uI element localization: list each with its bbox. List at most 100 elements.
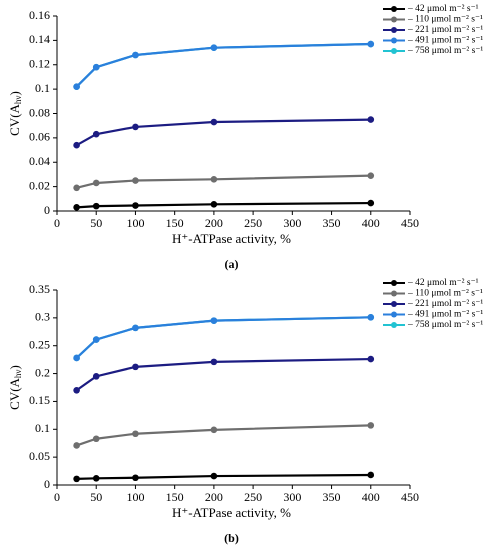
x-tick-label: 400 — [362, 490, 380, 504]
x-tick-label: 100 — [126, 490, 144, 504]
y-tick-label: 0.05 — [29, 449, 50, 463]
y-tick-label: 0.15 — [29, 393, 50, 407]
data-point — [73, 386, 80, 394]
series-line — [75, 357, 371, 392]
y-tick-label: 0.25 — [29, 337, 50, 351]
x-tick-label: 100 — [126, 216, 144, 230]
data-point — [73, 83, 80, 90]
data-point — [210, 426, 218, 434]
data-point — [73, 354, 80, 362]
y-tick-label: 0.12 — [29, 57, 50, 71]
x-tick-label: 50 — [90, 490, 102, 504]
data-point — [367, 172, 375, 179]
data-point — [132, 430, 139, 438]
y-tick-label: 0 — [44, 477, 50, 491]
panel-label: (b) — [224, 531, 239, 545]
series-line — [75, 42, 371, 88]
series-line — [75, 316, 371, 359]
x-axis-label: H⁺-ATPase activity, % — [172, 505, 291, 520]
data-point — [210, 118, 218, 126]
legend-label: – 491 μmol m⁻² s⁻¹ — [407, 310, 483, 320]
series-line — [76, 424, 371, 447]
y-tick-label: 0.1 — [35, 81, 50, 95]
legend-label: – 42 μmol m⁻² s⁻¹ — [407, 278, 479, 288]
data-point — [132, 123, 139, 131]
legend-label: – 221 μmol m⁻² s⁻¹ — [407, 299, 483, 309]
legend-label: – 758 μmol m⁻² s⁻¹ — [407, 46, 483, 56]
legend-marker — [391, 311, 397, 318]
data-point — [210, 200, 218, 208]
legend-label: – 110 μmol m⁻² s⁻¹ — [407, 289, 483, 299]
data-point — [210, 472, 218, 480]
data-point — [92, 475, 100, 482]
y-tick-label: 0.2 — [35, 365, 50, 379]
legend-marker — [391, 6, 397, 12]
series-line — [76, 473, 371, 480]
x-tick-label: 300 — [283, 216, 301, 230]
y-label-sub: hν — [13, 95, 23, 104]
data-point — [367, 314, 375, 321]
legend-marker — [391, 280, 397, 286]
y-tick-label: 0 — [44, 203, 50, 217]
data-point — [367, 471, 375, 479]
series-line — [76, 201, 371, 209]
data-point — [367, 355, 375, 363]
y-tick-label: 0.04 — [29, 154, 50, 168]
x-tick-label: 300 — [283, 490, 301, 504]
x-tick-label: 450 — [401, 216, 419, 230]
x-tick-label: 0 — [54, 216, 60, 230]
data-point — [367, 40, 375, 48]
data-point — [92, 373, 100, 380]
legend-marker — [391, 16, 397, 23]
y-tick-label: 0.06 — [29, 130, 50, 144]
legend-marker — [391, 27, 397, 33]
x-tick-label: 200 — [205, 490, 223, 504]
legend-marker — [391, 48, 397, 54]
data-point — [210, 44, 218, 51]
legend-label: – 221 μmol m⁻² s⁻¹ — [407, 25, 483, 35]
x-tick-label: 50 — [90, 216, 102, 230]
data-point — [132, 363, 139, 371]
x-axis-label: H⁺-ATPase activity, % — [172, 231, 291, 246]
data-point — [92, 179, 100, 187]
data-point — [92, 130, 100, 138]
data-point — [73, 475, 80, 483]
legend-label: – 42 μmol m⁻² s⁻¹ — [407, 4, 479, 14]
x-tick-label: 400 — [362, 216, 380, 230]
legend-label: – 758 μmol m⁻² s⁻¹ — [407, 320, 483, 330]
data-point — [210, 358, 218, 366]
x-tick-label: 150 — [166, 216, 184, 230]
y-tick-label: 0.3 — [35, 310, 50, 324]
legend-marker — [391, 322, 397, 328]
y-tick-label: 0.02 — [29, 178, 50, 192]
data-point — [132, 324, 139, 332]
data-point — [132, 202, 139, 209]
series-line — [76, 174, 371, 189]
data-point — [73, 204, 80, 211]
legend-label: – 491 μmol m⁻² s⁻¹ — [407, 36, 483, 46]
y-tick-label: 0.14 — [29, 32, 50, 46]
panel-label: (a) — [225, 257, 239, 271]
x-tick-label: 150 — [166, 490, 184, 504]
series-line — [75, 316, 371, 359]
legend-marker — [391, 301, 397, 307]
legend-marker — [391, 37, 397, 44]
y-tick-label: 0.16 — [29, 8, 50, 22]
data-point — [73, 442, 80, 449]
y-axis-label: CV(Ahν) — [7, 91, 23, 136]
x-tick-label: 350 — [323, 216, 341, 230]
data-point — [92, 63, 100, 71]
data-point — [210, 317, 218, 324]
y-tick-label: 0.08 — [29, 105, 50, 119]
y-tick-label: 0.35 — [29, 282, 50, 296]
data-point — [73, 184, 80, 192]
data-point — [73, 141, 80, 149]
x-tick-label: 250 — [244, 216, 262, 230]
data-point — [92, 202, 100, 210]
x-tick-label: 0 — [54, 490, 60, 504]
data-point — [210, 176, 218, 183]
y-label-close: ) — [7, 91, 22, 95]
legend-marker — [391, 290, 397, 297]
x-tick-label: 200 — [205, 216, 223, 230]
